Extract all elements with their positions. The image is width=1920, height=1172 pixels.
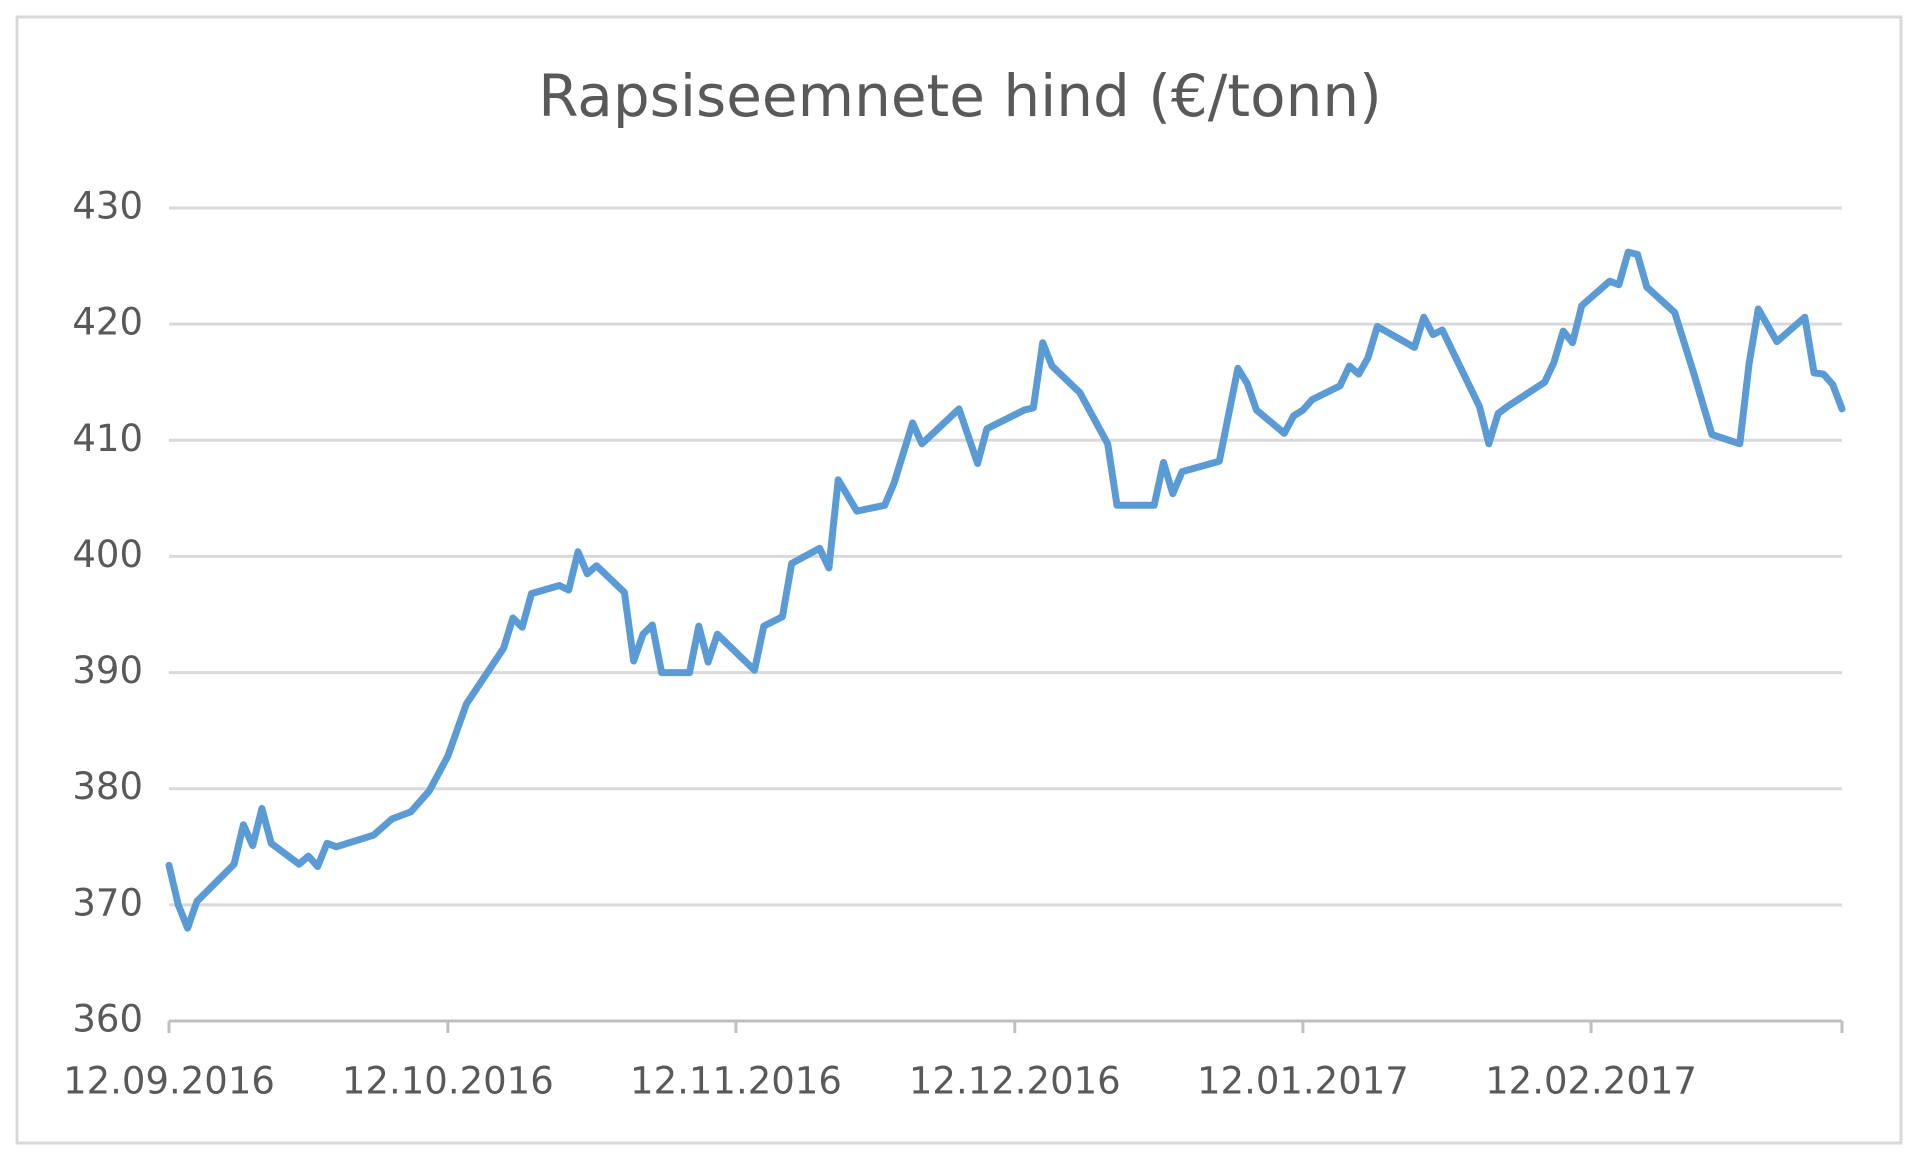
y-tick-label: 430 [72, 185, 143, 228]
y-tick-label: 370 [72, 881, 143, 924]
chart-border [15, 15, 1903, 1145]
y-tick-label: 420 [72, 301, 143, 344]
x-tick-label: 12.09.2016 [63, 1060, 275, 1103]
x-tick-label: 12.12.2016 [909, 1060, 1121, 1103]
y-tick-label: 360 [72, 998, 143, 1041]
y-tick-label: 410 [72, 417, 143, 460]
y-tick-label: 380 [72, 765, 143, 808]
x-tick-label: 12.10.2016 [342, 1060, 554, 1103]
y-tick-label: 390 [72, 649, 143, 692]
y-tick-label: 400 [72, 533, 143, 576]
chart-title: Rapsiseemnete hind (€/tonn) [538, 62, 1381, 130]
x-tick-label: 12.02.2017 [1485, 1060, 1697, 1103]
x-tick-label: 12.01.2017 [1197, 1060, 1409, 1103]
x-tick-label: 12.11.2016 [630, 1060, 842, 1103]
price-line [165, 248, 1846, 932]
